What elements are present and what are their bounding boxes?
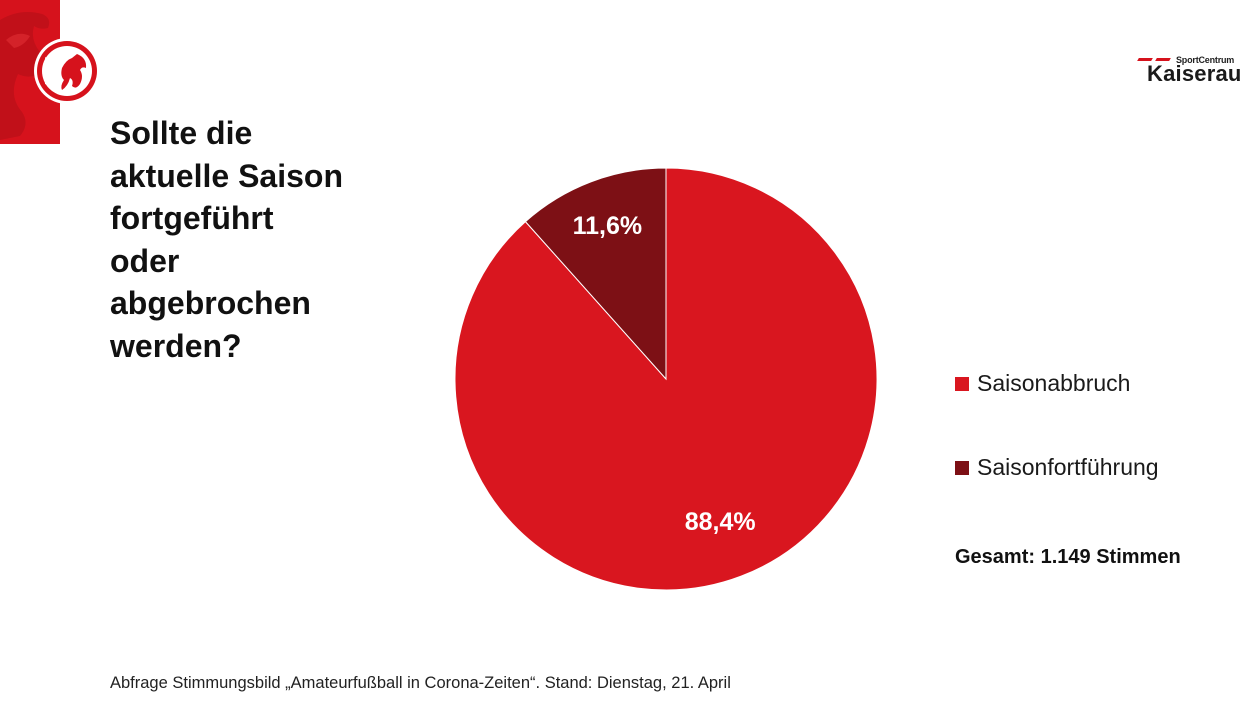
pie-slice-1 (524, 167, 667, 381)
footer-note: Abfrage Stimmungsbild „Amateurfußball in… (110, 674, 731, 692)
pie-value-label: 88,4% (685, 508, 756, 536)
legend-item-saisonfortfuehrung: Saisonfortführung (955, 454, 1159, 481)
horse-watermark-icon (0, 12, 50, 140)
legend-swatch (955, 376, 969, 391)
brand-small-text: SportCentrum (1176, 55, 1235, 65)
logo-text: FLVW (44, 57, 55, 85)
legend-swatch (955, 460, 969, 475)
flvw-logo: FLVW (34, 38, 100, 104)
legend-label: Saisonfortführung (977, 454, 1159, 480)
pie-value-label: 11,6% (573, 212, 643, 240)
horse-icon (61, 54, 87, 90)
legend-label: Saisonabbruch (977, 370, 1131, 396)
brand-name: Kaiserau (1147, 61, 1242, 86)
total-votes: Gesamt: 1.149 Stimmen (955, 546, 1181, 568)
legend-item-saisonabbruch: Saisonabbruch (955, 370, 1130, 397)
chart-title: Sollte die aktuelle Saison fortgeführt o… (110, 115, 343, 364)
